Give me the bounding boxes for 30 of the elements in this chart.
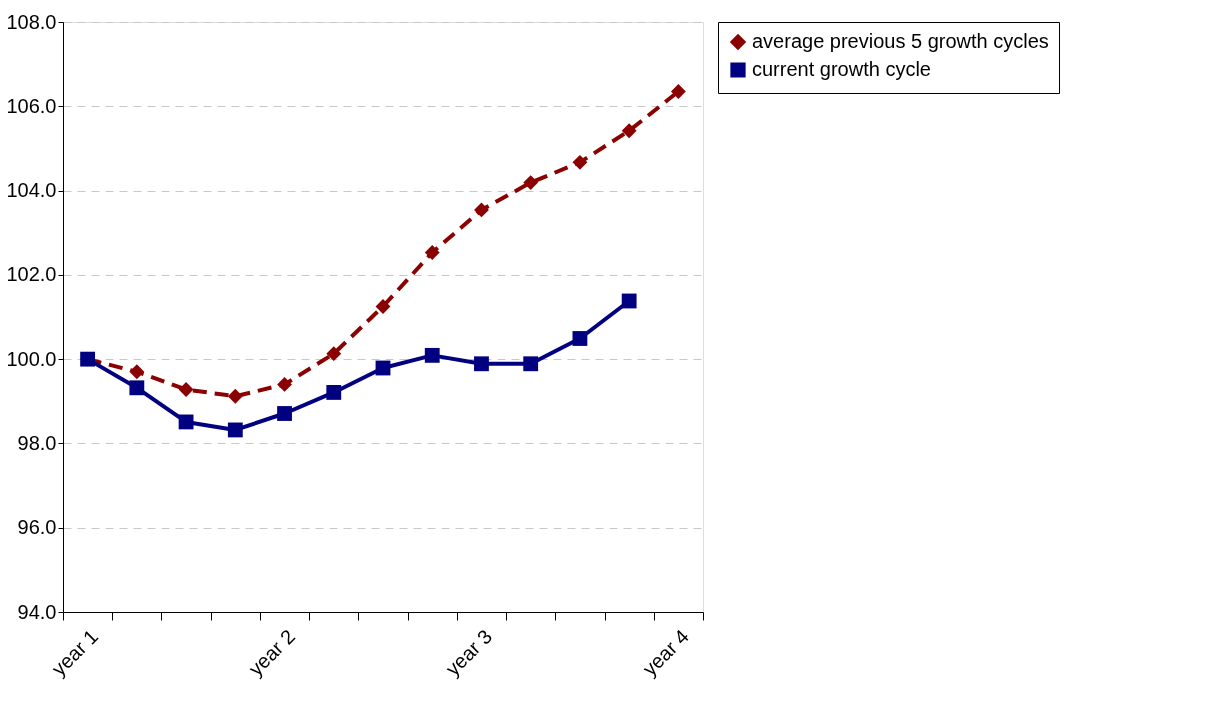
- legend-label: current growth cycle: [752, 58, 931, 80]
- y-tick-label: 96.0: [17, 516, 57, 539]
- point: [572, 331, 588, 346]
- point: [474, 356, 489, 372]
- point: [277, 406, 292, 421]
- point: [129, 380, 145, 396]
- y-tick-label: 98.0: [17, 431, 57, 454]
- y-tick-label: 104.0: [6, 179, 57, 202]
- point: [277, 377, 292, 392]
- point: [227, 388, 243, 404]
- point: [621, 293, 637, 309]
- y-tick-label: 106.0: [6, 94, 57, 117]
- point: [227, 422, 243, 438]
- point: [424, 347, 440, 363]
- point: [523, 175, 539, 190]
- legend-label: average previous 5 growth cycles: [752, 30, 1049, 52]
- point: [326, 385, 342, 400]
- y-tick-label: 108.0: [6, 10, 57, 33]
- point: [178, 382, 194, 397]
- point: [670, 84, 686, 99]
- point: [621, 123, 637, 139]
- point: [424, 245, 440, 260]
- point: [523, 356, 539, 372]
- y-tick-label: 94.0: [17, 600, 57, 623]
- point: [474, 202, 489, 218]
- point: [129, 364, 145, 380]
- y-tick-label: 100.0: [6, 347, 57, 370]
- point: [572, 154, 588, 170]
- y-tick-label: 102.0: [6, 263, 57, 286]
- point: [326, 346, 342, 362]
